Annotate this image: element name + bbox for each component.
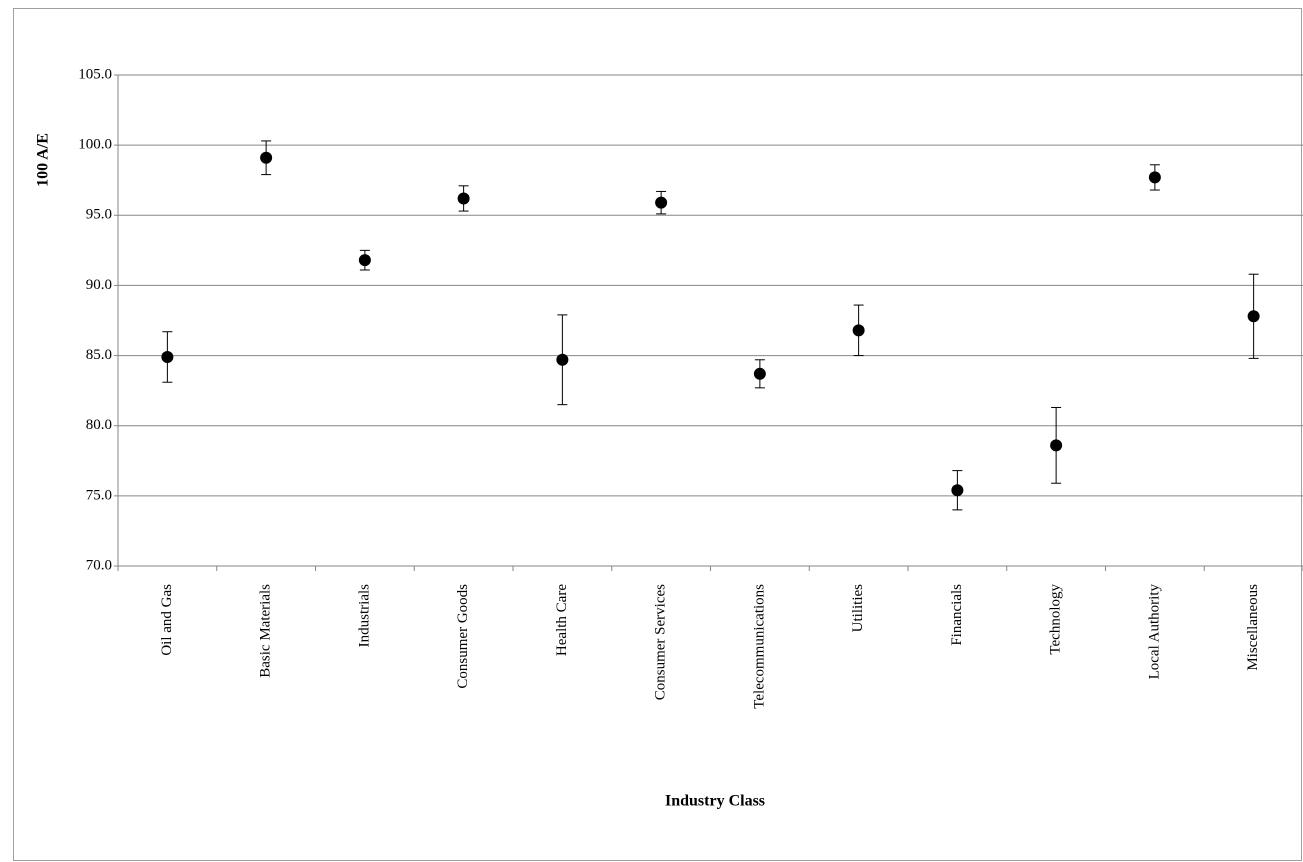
data-point xyxy=(1148,171,1161,184)
y-axis-title: 100 A/E xyxy=(35,133,52,187)
y-tick-label: 85.0 xyxy=(86,347,112,363)
y-tick-label: 80.0 xyxy=(86,417,112,433)
x-tick-label: Oil and Gas xyxy=(159,584,175,656)
data-point xyxy=(951,484,964,497)
data-point xyxy=(556,353,569,366)
x-tick-label: Telecommunications xyxy=(751,584,767,709)
data-point xyxy=(161,350,174,363)
x-axis-title: Industry Class xyxy=(665,793,765,810)
data-point xyxy=(260,151,273,164)
x-tick-label: Consumer Goods xyxy=(455,584,471,689)
y-tick-label: 70.0 xyxy=(86,557,112,573)
y-tick-label: 75.0 xyxy=(86,487,112,503)
x-tick-label: Consumer Services xyxy=(653,584,669,700)
x-tick-label: Health Care xyxy=(554,584,570,656)
x-tick-label: Utilities xyxy=(850,584,866,632)
x-tick-label: Basic Materials xyxy=(258,584,274,678)
data-point xyxy=(852,324,865,337)
x-tick-label: Local Authority xyxy=(1146,584,1162,680)
y-tick-label: 105.0 xyxy=(78,66,112,82)
data-point xyxy=(1050,439,1063,452)
y-tick-label: 90.0 xyxy=(86,277,112,293)
y-tick-label: 100.0 xyxy=(78,137,112,153)
data-point xyxy=(655,196,668,209)
data-point xyxy=(358,254,371,267)
data-point xyxy=(1247,310,1260,323)
x-tick-label: Financials xyxy=(949,584,965,646)
x-tick-label: Miscellaneous xyxy=(1245,584,1261,671)
data-point xyxy=(753,367,766,380)
chart-frame xyxy=(13,8,1302,861)
data-point xyxy=(457,192,470,205)
x-tick-label: Industrials xyxy=(356,584,372,647)
x-tick-label: Technology xyxy=(1048,584,1064,655)
y-tick-label: 95.0 xyxy=(86,207,112,223)
